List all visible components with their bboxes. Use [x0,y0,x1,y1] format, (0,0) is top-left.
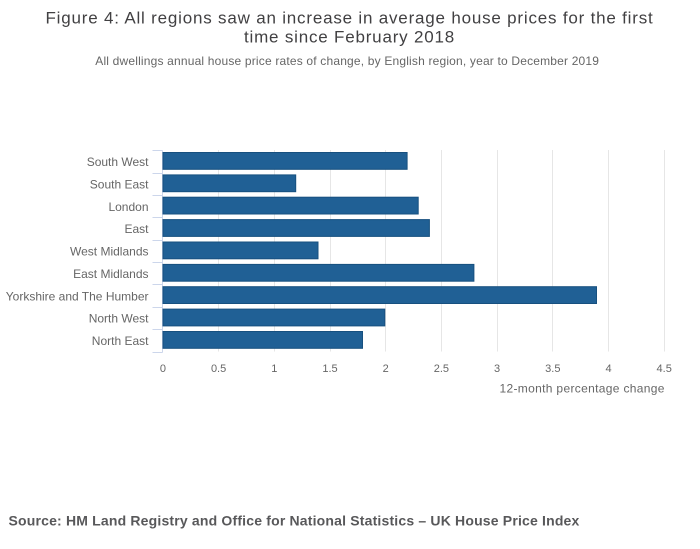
svg-text:2.5: 2.5 [434,363,449,375]
svg-text:0.5: 0.5 [211,363,226,375]
svg-text:4: 4 [605,363,611,375]
svg-text:12-month percentage change: 12-month percentage change [499,382,664,396]
svg-text:2: 2 [383,363,389,375]
svg-text:1: 1 [271,363,277,375]
svg-text:time since February 2018: time since February 2018 [244,28,455,47]
svg-text:East: East [124,222,149,236]
svg-text:South West: South West [87,155,149,169]
svg-text:Source: HM Land Registry and O: Source: HM Land Registry and Office for … [9,513,580,529]
svg-text:North East: North East [92,334,149,348]
svg-text:Figure 4: All regions saw an i: Figure 4: All regions saw an increase in… [45,9,653,28]
svg-text:North West: North West [89,312,149,326]
svg-text:3.5: 3.5 [545,363,560,375]
svg-text:1.5: 1.5 [322,363,337,375]
svg-text:3: 3 [494,363,500,375]
svg-text:East Midlands: East Midlands [73,267,148,281]
svg-text:Yorkshire and The Humber: Yorkshire and The Humber [6,289,149,303]
svg-text:All dwellings annual house pri: All dwellings annual house price rates o… [95,54,599,68]
svg-text:4.5: 4.5 [657,363,672,375]
svg-text:0: 0 [160,363,166,375]
svg-text:South East: South East [90,178,149,192]
svg-text:London: London [108,200,148,214]
svg-text:West Midlands: West Midlands [70,245,148,259]
